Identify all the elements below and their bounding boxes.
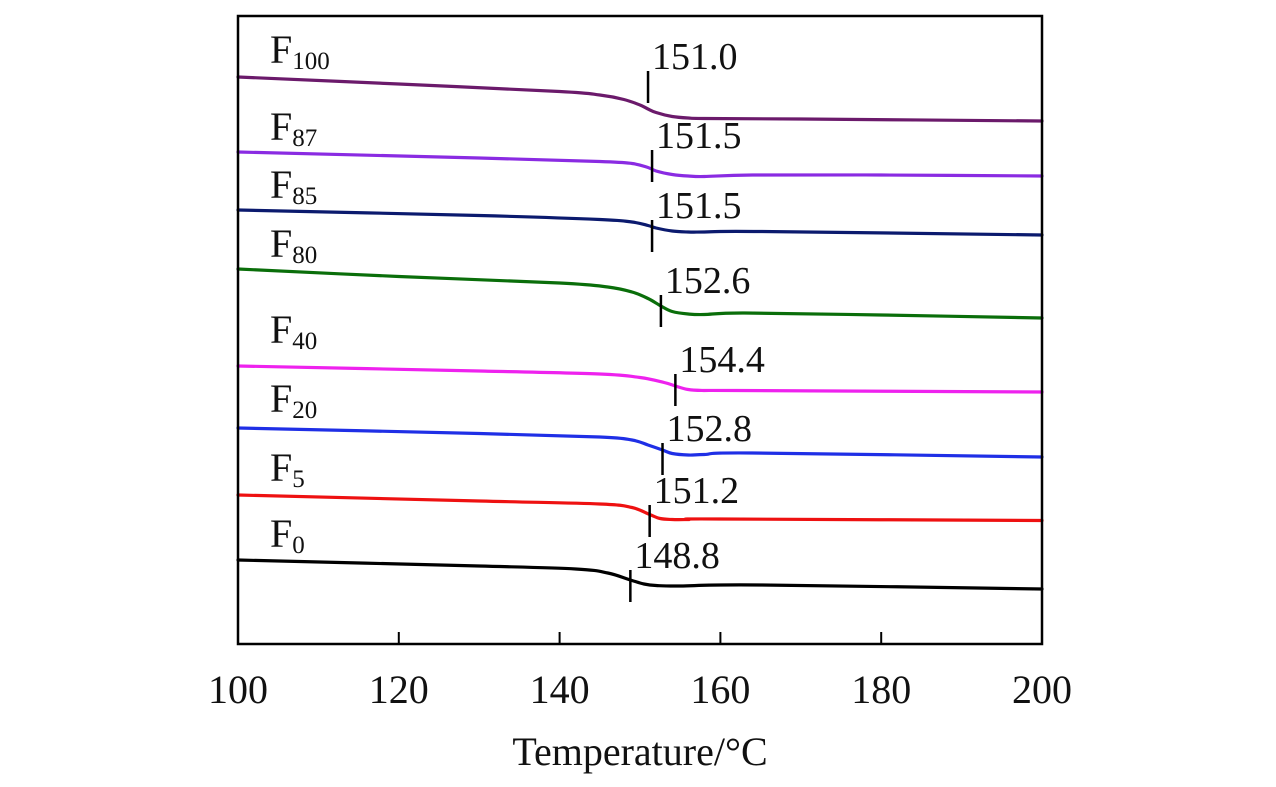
tg-label-F5: 151.2 [654,470,740,512]
series-lines [236,75,1044,591]
series-label-F5: F5 [270,445,305,493]
x-tick-label-180: 180 [851,667,911,712]
plot-frame [236,14,1044,646]
series-label-F40: F40 [270,307,317,355]
series-label-F20: F20 [270,376,317,424]
series-line-F85 [236,208,1044,237]
series-label-F80: F80 [270,221,317,269]
series-labels: F100 F87 F85 F80 F40 F20 F5 F0 [270,27,330,559]
x-tick-label-160: 160 [690,667,750,712]
x-tick-label-100: 100 [208,667,268,712]
tg-markers: 151.0 151.5 151.5 152.6 154.4 152.8 151.2 148.8 [629,36,765,602]
series-label-F87: F87 [270,104,317,152]
tg-label-F80: 152.6 [665,260,751,302]
series-line-F87 [236,150,1044,179]
series-line-F100 [236,75,1044,123]
tg-label-F0: 148.8 [634,535,720,577]
series-line-F0 [236,558,1044,591]
series-line-F40 [236,364,1044,394]
series-line-F20 [236,426,1044,459]
series-line-F80 [236,267,1044,320]
x-tick-label-200: 200 [1012,667,1072,712]
x-tick-label-140: 140 [530,667,590,712]
x-axis-ticks: 100 120 140 160 180 200 [208,632,1072,712]
tg-label-F85: 151.5 [656,185,742,227]
x-tick-label-120: 120 [369,667,429,712]
tg-label-F100: 151.0 [652,36,738,78]
x-axis-title: Temperature/°C [512,729,767,774]
series-label-F100: F100 [270,27,330,75]
series-label-F0: F0 [270,511,305,559]
series-line-F5 [236,493,1044,523]
tg-label-F87: 151.5 [656,115,742,157]
tg-label-F20: 152.8 [667,408,753,450]
series-label-F85: F85 [270,162,317,210]
tg-label-F40: 154.4 [679,339,765,381]
